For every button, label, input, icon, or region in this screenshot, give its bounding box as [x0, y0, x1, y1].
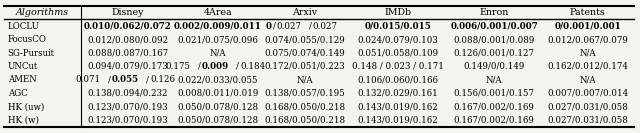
Text: 0.149/0/0.149: 0.149/0/0.149	[463, 62, 525, 71]
Text: N/A: N/A	[579, 75, 596, 84]
Text: 0.167/0.002/0.169: 0.167/0.002/0.169	[454, 102, 534, 111]
Text: N/A: N/A	[579, 49, 596, 58]
Text: 0.106/0.060/0.166: 0.106/0.060/0.166	[357, 75, 438, 84]
Text: 0.088/0.087/0.167: 0.088/0.087/0.167	[87, 49, 168, 58]
Text: LOCLU: LOCLU	[8, 22, 40, 31]
Text: 0.055: 0.055	[111, 75, 139, 84]
Text: 0.051/0.058/0.109: 0.051/0.058/0.109	[357, 49, 438, 58]
Text: 0.143/0.019/0.162: 0.143/0.019/0.162	[357, 102, 438, 111]
Text: AGC: AGC	[8, 89, 28, 98]
Text: 0.071: 0.071	[76, 75, 100, 84]
Text: HK (uw): HK (uw)	[8, 102, 44, 111]
Text: 0.094/0.079/0.173: 0.094/0.079/0.173	[87, 62, 168, 71]
Text: 0.126: 0.126	[150, 75, 175, 84]
Text: N/A: N/A	[486, 75, 502, 84]
Text: 0.027/0.031/0.058: 0.027/0.031/0.058	[547, 102, 628, 111]
Text: 4Area: 4Area	[204, 8, 232, 17]
Text: 0.075/0.074/0.149: 0.075/0.074/0.149	[264, 49, 345, 58]
Text: IMDb: IMDb	[384, 8, 412, 17]
Text: Disney: Disney	[111, 8, 144, 17]
Text: 0.167/0.002/0.169: 0.167/0.002/0.169	[454, 116, 534, 125]
Text: SG-Pursuit: SG-Pursuit	[8, 49, 54, 58]
Text: AMEN: AMEN	[8, 75, 36, 84]
Text: 0.132/0.029/0.161: 0.132/0.029/0.161	[357, 89, 438, 98]
Text: /: /	[273, 22, 276, 31]
Text: 0.009: 0.009	[202, 62, 228, 71]
Text: 0.088/0.001/0.089: 0.088/0.001/0.089	[453, 35, 535, 44]
Text: 0.006/0.001/0.007: 0.006/0.001/0.007	[450, 22, 538, 31]
Text: 0.008/0.011/0.019: 0.008/0.011/0.019	[177, 89, 259, 98]
Text: Arxiv: Arxiv	[292, 8, 317, 17]
Text: 0.021/0.075/0.096: 0.021/0.075/0.096	[177, 35, 259, 44]
Text: 0.074/0.055/0.129: 0.074/0.055/0.129	[264, 35, 345, 44]
Text: 0.007/0.007/0.014: 0.007/0.007/0.014	[547, 89, 628, 98]
Text: 0.156/0.001/0.157: 0.156/0.001/0.157	[454, 89, 534, 98]
Text: 0.123/0.070/0.193: 0.123/0.070/0.193	[87, 116, 168, 125]
Text: /: /	[309, 22, 312, 31]
Text: 0/0.001/0.001: 0/0.001/0.001	[554, 22, 621, 31]
Text: 0.050/0.078/0.128: 0.050/0.078/0.128	[177, 102, 259, 111]
Text: 0.012/0.067/0.079: 0.012/0.067/0.079	[547, 35, 628, 44]
Text: 0.168/0.050/0.218: 0.168/0.050/0.218	[264, 116, 346, 125]
Text: 0.126/0.001/0.127: 0.126/0.001/0.127	[454, 49, 534, 58]
Text: 0.175: 0.175	[166, 62, 191, 71]
Text: 0.184: 0.184	[240, 62, 266, 71]
Text: 0.148 / 0.023 / 0.171: 0.148 / 0.023 / 0.171	[352, 62, 444, 71]
Text: 0.027/0.031/0.058: 0.027/0.031/0.058	[547, 116, 628, 125]
Text: 0.172/0.051/0.223: 0.172/0.051/0.223	[264, 62, 345, 71]
Text: 0.162/0.012/0.174: 0.162/0.012/0.174	[547, 62, 628, 71]
Text: FocusCO: FocusCO	[8, 35, 47, 44]
Text: Algorithms: Algorithms	[16, 8, 69, 17]
Text: /: /	[237, 62, 239, 71]
Text: 0.143/0.019/0.162: 0.143/0.019/0.162	[357, 116, 438, 125]
Text: /: /	[147, 75, 149, 84]
Text: 0.138/0.094/0.232: 0.138/0.094/0.232	[87, 89, 168, 98]
Text: 0/0.015/0.015: 0/0.015/0.015	[364, 22, 431, 31]
Text: 0.022/0.033/0.055: 0.022/0.033/0.055	[178, 75, 258, 84]
Text: 0.168/0.050/0.218: 0.168/0.050/0.218	[264, 102, 346, 111]
Text: 0.123/0.070/0.193: 0.123/0.070/0.193	[87, 102, 168, 111]
Text: 0.012/0.080/0.092: 0.012/0.080/0.092	[87, 35, 168, 44]
Text: 0.010/0.062/0.072: 0.010/0.062/0.072	[84, 22, 172, 31]
Text: 0.027: 0.027	[312, 22, 337, 31]
Text: Enron: Enron	[479, 8, 509, 17]
Text: 0.138/0.057/0.195: 0.138/0.057/0.195	[264, 89, 345, 98]
Text: 0: 0	[266, 22, 271, 31]
Text: 0.050/0.078/0.128: 0.050/0.078/0.128	[177, 116, 259, 125]
Text: 0.024/0.079/0.103: 0.024/0.079/0.103	[357, 35, 438, 44]
Text: HK (w): HK (w)	[8, 116, 38, 125]
Text: N/A: N/A	[296, 75, 313, 84]
Text: UNCut: UNCut	[8, 62, 38, 71]
Text: 0.002/0.009/0.011: 0.002/0.009/0.011	[174, 22, 262, 31]
Text: 0.027: 0.027	[276, 22, 302, 31]
Text: /: /	[108, 75, 111, 84]
Text: Patents: Patents	[570, 8, 605, 17]
Text: N/A: N/A	[209, 49, 226, 58]
Text: /: /	[198, 62, 201, 71]
